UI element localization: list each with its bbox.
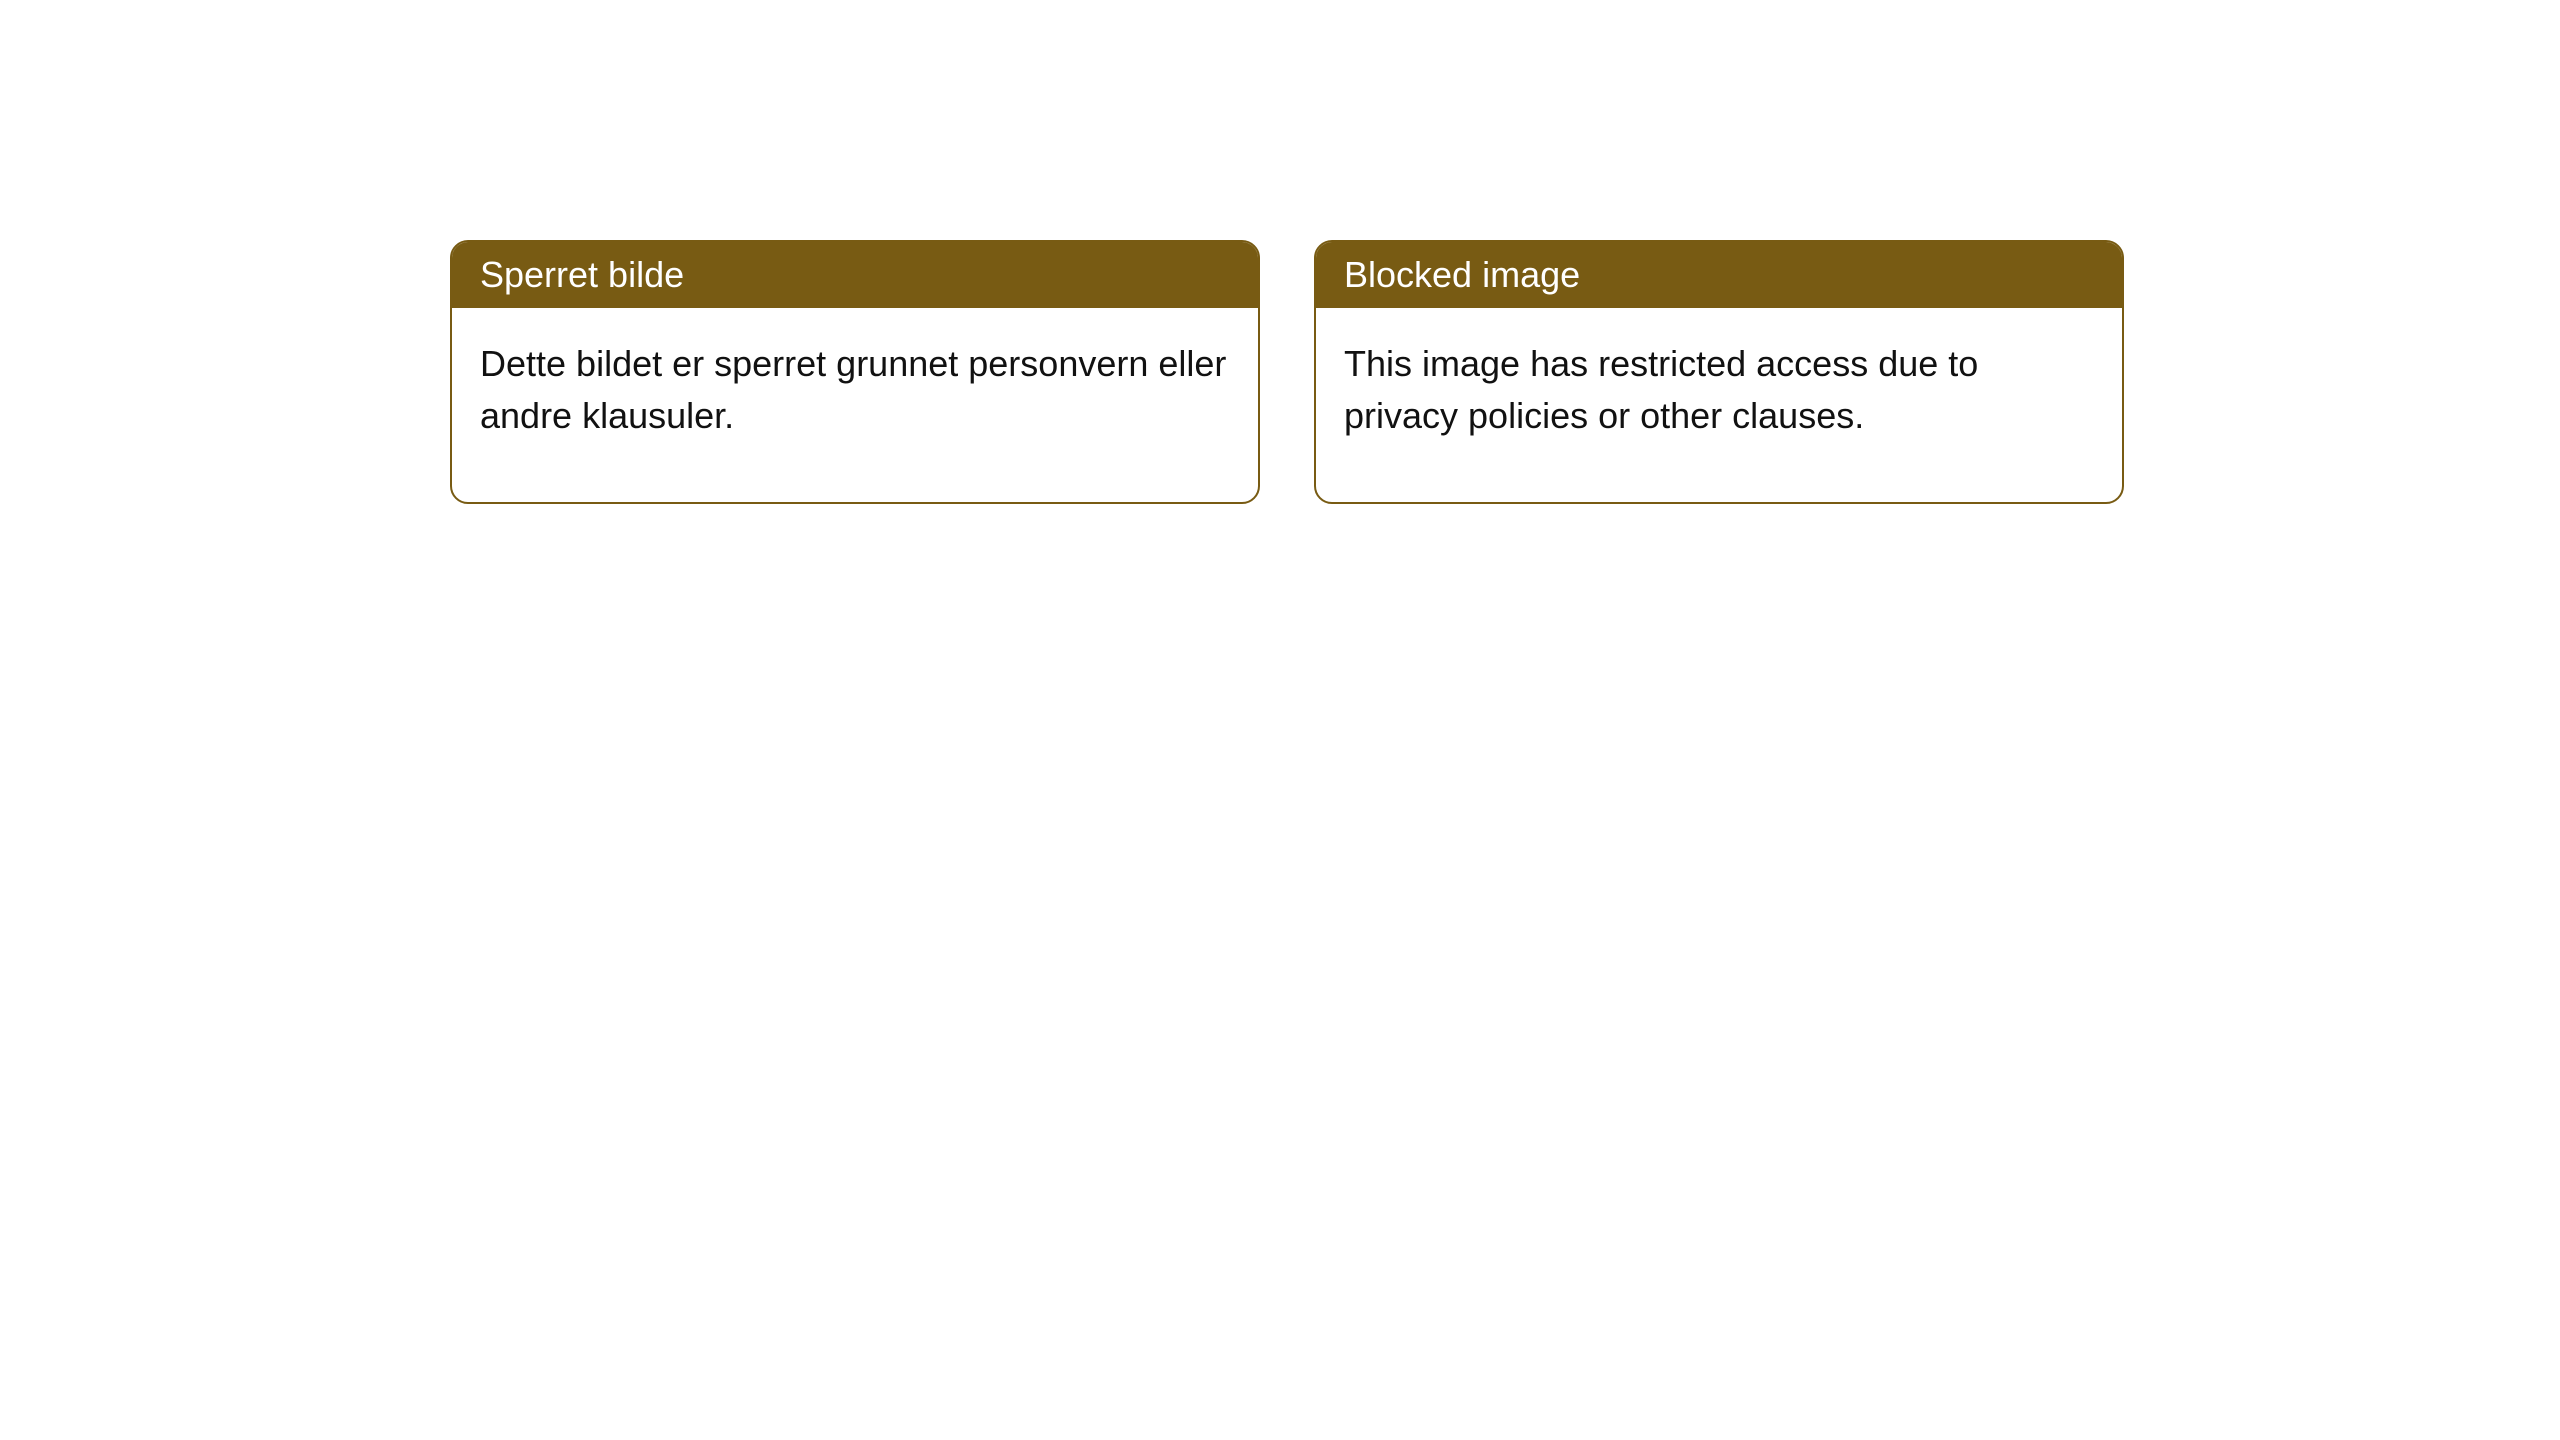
- notice-card-norwegian: Sperret bilde Dette bildet er sperret gr…: [450, 240, 1260, 504]
- notice-container: Sperret bilde Dette bildet er sperret gr…: [450, 240, 2124, 504]
- notice-body-norwegian: Dette bildet er sperret grunnet personve…: [452, 308, 1258, 502]
- notice-card-english: Blocked image This image has restricted …: [1314, 240, 2124, 504]
- notice-title-norwegian: Sperret bilde: [452, 242, 1258, 308]
- notice-body-english: This image has restricted access due to …: [1316, 308, 2122, 502]
- notice-title-english: Blocked image: [1316, 242, 2122, 308]
